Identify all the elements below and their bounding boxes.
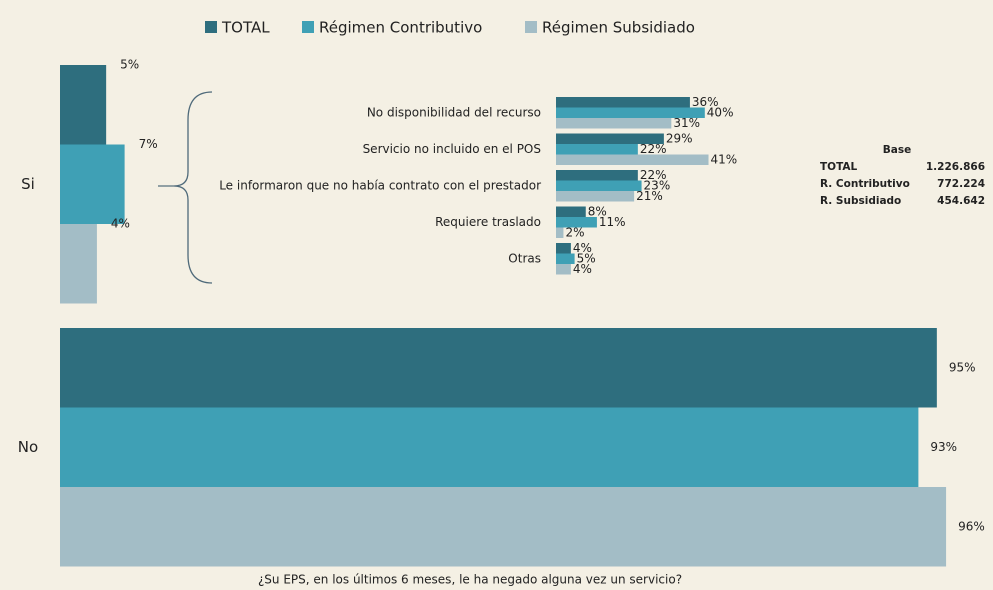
bar: [556, 191, 635, 202]
category-label: No disponibilidad del recurso: [367, 105, 541, 119]
bar: [556, 107, 705, 118]
bar: [60, 407, 919, 487]
table-cell: 772.224: [937, 178, 985, 190]
value-label: 5%: [577, 251, 596, 265]
value-label: 40%: [707, 105, 734, 119]
value-label: 2%: [565, 225, 584, 239]
table-cell: 454.642: [937, 195, 985, 207]
value-label: 21%: [636, 189, 663, 203]
bar: [556, 170, 638, 181]
value-label: 5%: [120, 57, 139, 71]
bar: [556, 217, 597, 228]
category-label: Si: [21, 175, 35, 193]
table-cell: TOTAL: [820, 161, 858, 173]
value-label: 11%: [599, 215, 626, 229]
bar: [556, 206, 586, 217]
category-label: Servicio no incluido en el POS: [363, 142, 541, 156]
table-cell: 1.226.866: [926, 161, 985, 173]
category-label: Le informaron que no había contrato con …: [219, 178, 541, 192]
value-label: 23%: [644, 178, 671, 192]
value-label: 8%: [588, 204, 607, 218]
value-label: 7%: [139, 137, 158, 151]
legend-swatch: [525, 21, 537, 33]
bar: [60, 144, 125, 224]
bar: [556, 144, 638, 155]
value-label: 22%: [640, 168, 667, 182]
value-label: 31%: [673, 116, 700, 130]
value-label: 4%: [573, 241, 592, 255]
value-label: 41%: [711, 152, 738, 166]
legend-label: Régimen Contributivo: [319, 19, 482, 37]
value-label: 4%: [111, 216, 130, 230]
bar: [556, 253, 575, 264]
value-label: 95%: [949, 360, 976, 374]
value-label: 22%: [640, 142, 667, 156]
bar: [556, 97, 690, 108]
legend-swatch: [205, 21, 217, 33]
value-label: 36%: [692, 95, 719, 109]
category-label: Otras: [508, 251, 541, 265]
value-label: 93%: [930, 440, 957, 454]
table-cell: R. Contributivo: [820, 178, 910, 190]
bar: [60, 224, 97, 304]
bar: [556, 180, 642, 191]
bar: [556, 118, 672, 129]
bar: [60, 328, 937, 408]
category-label: No: [18, 438, 38, 456]
bar: [60, 65, 107, 145]
caption: ¿Su EPS, en los últimos 6 meses, le ha n…: [258, 573, 682, 587]
bar: [60, 487, 947, 567]
category-label: Requiere traslado: [435, 215, 541, 229]
value-label: 96%: [958, 519, 985, 533]
bar: [556, 227, 564, 238]
value-label: 4%: [573, 262, 592, 276]
legend-label: Régimen Subsidiado: [542, 19, 695, 37]
legend-label: TOTAL: [221, 19, 270, 37]
table-title: Base: [883, 144, 911, 156]
table-cell: R. Subsidiado: [820, 195, 901, 207]
bar: [556, 243, 571, 254]
bar: [556, 264, 571, 275]
legend-swatch: [302, 21, 314, 33]
bar: [556, 133, 664, 144]
bar: [556, 154, 709, 165]
value-label: 29%: [666, 131, 693, 145]
